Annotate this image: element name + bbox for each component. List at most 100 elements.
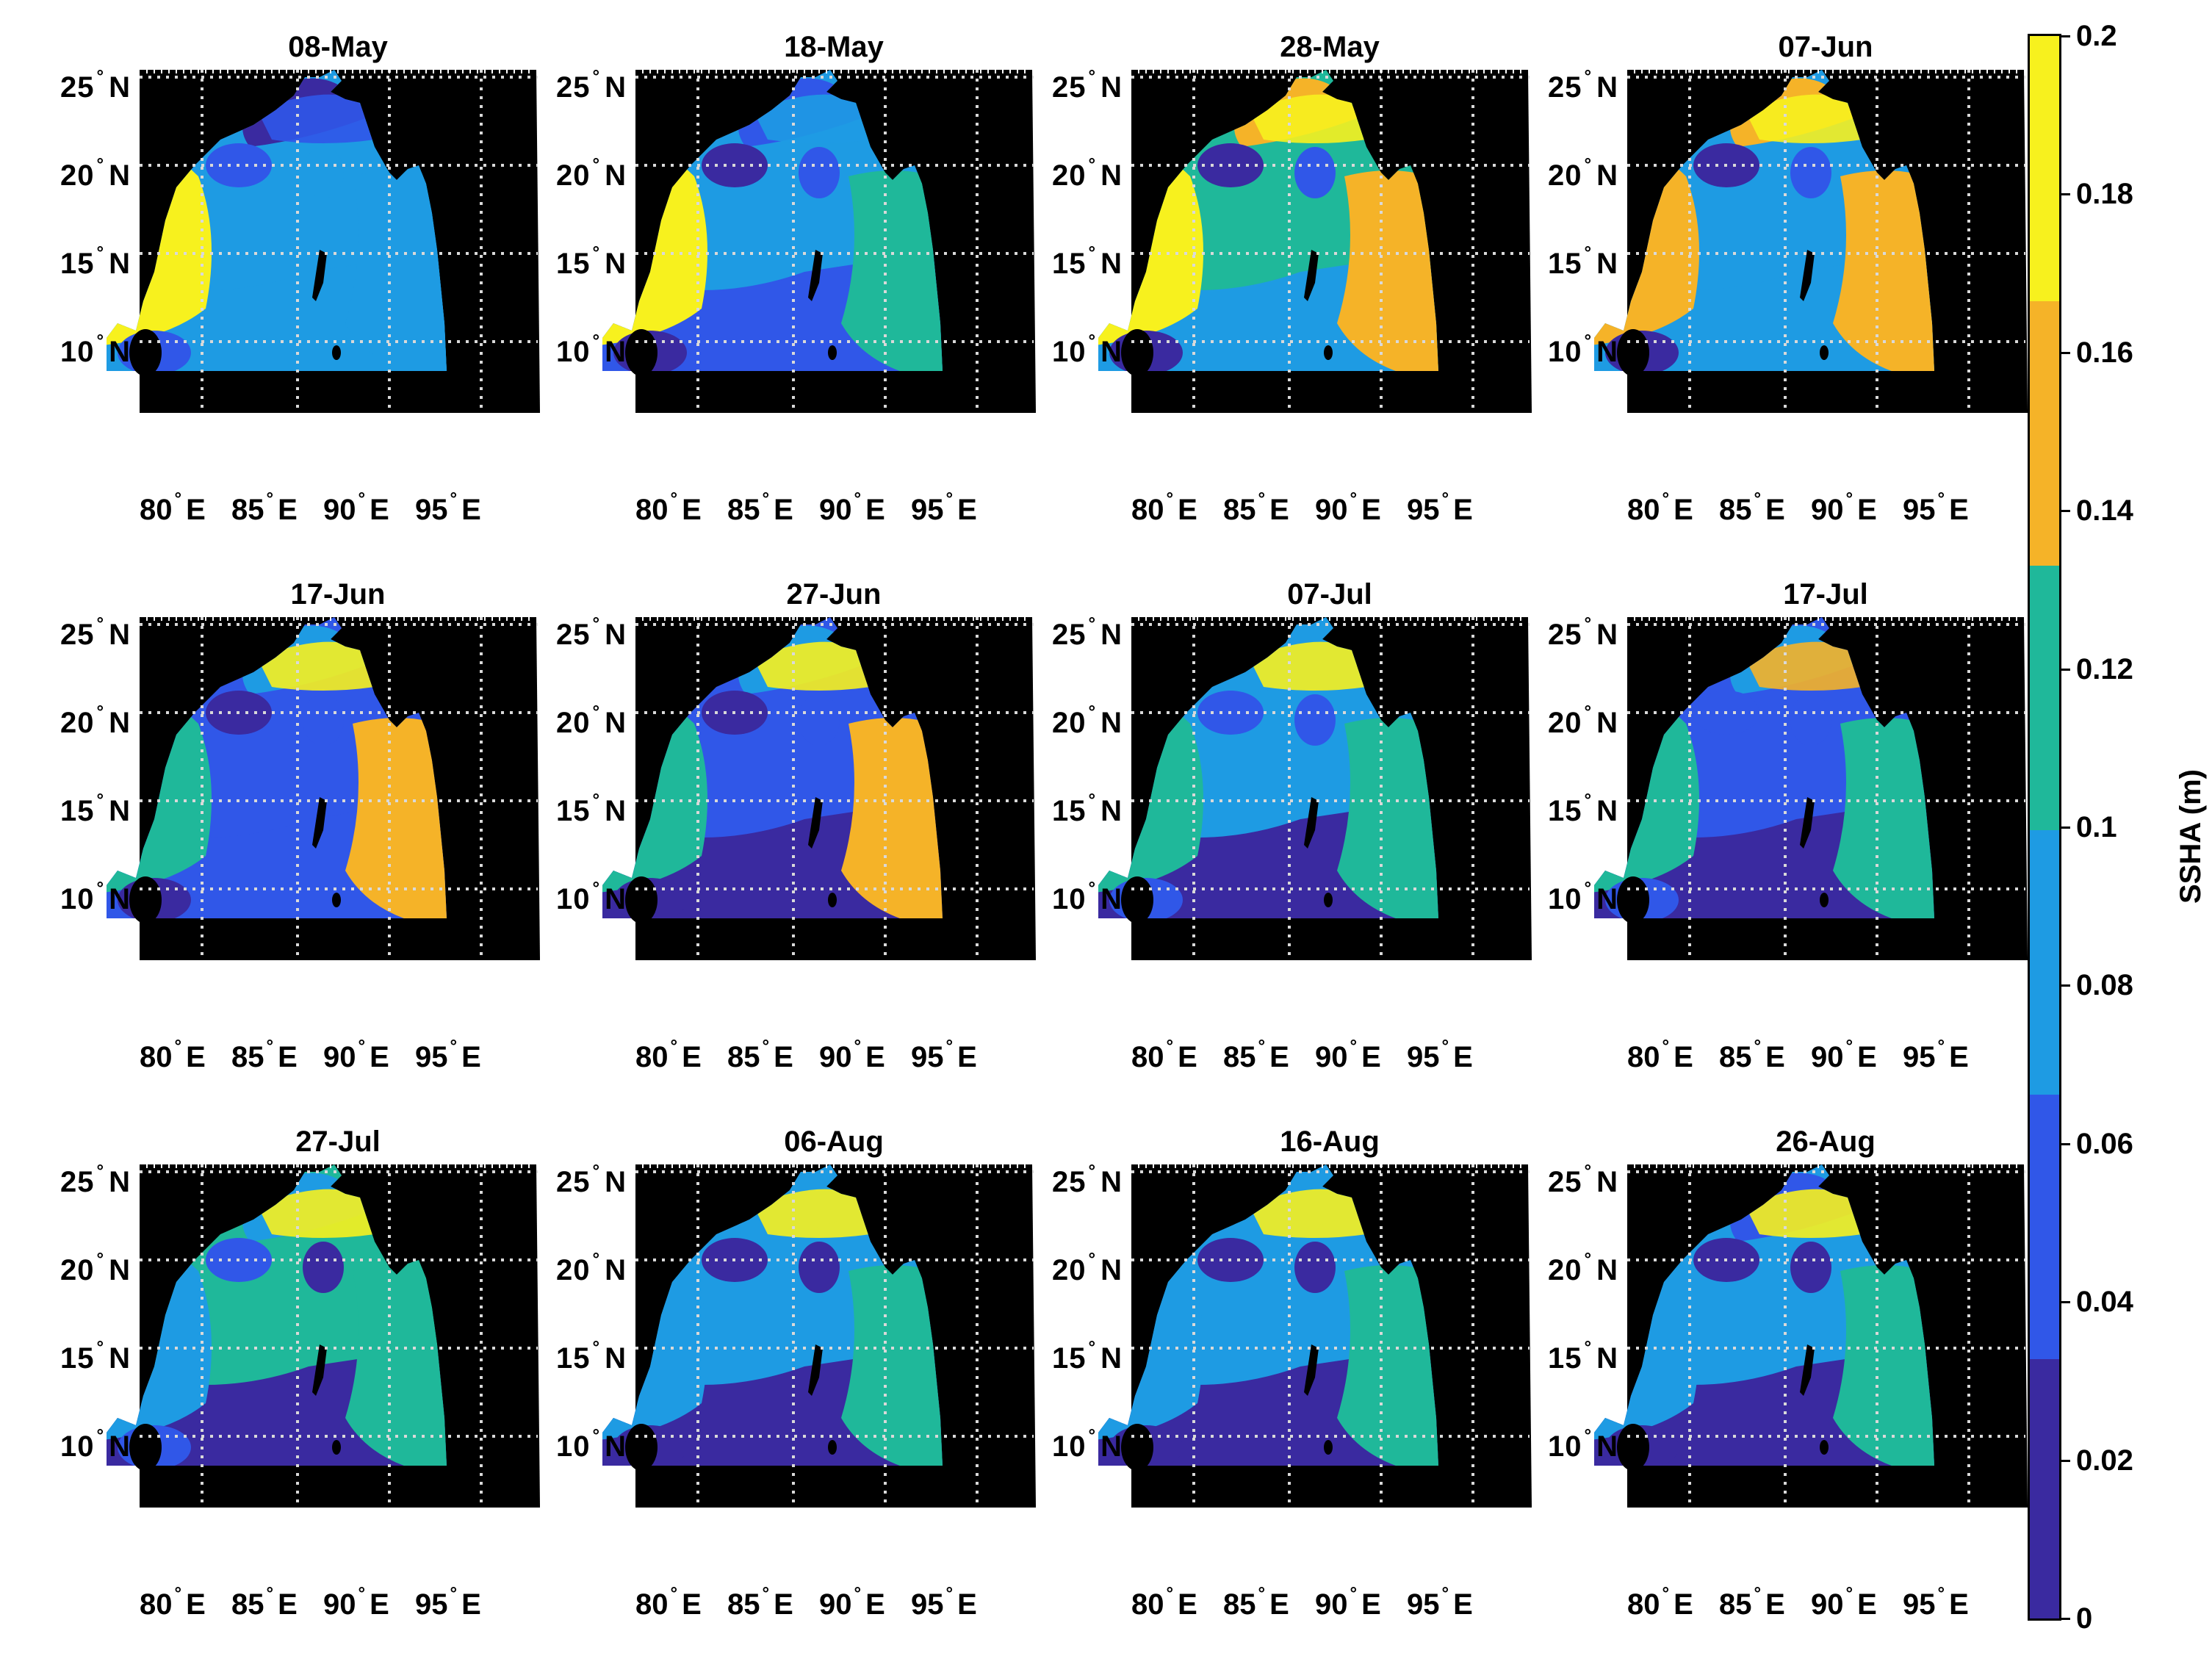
lon-axis-labels: 80 ° E 85 ° E 90 ° E 95 ° E [1021,481,1528,526]
lon-tick-label: 80 ° E [635,489,702,526]
lat-tick-label: 15 ° N [1548,243,1618,280]
colorbar-tick-label: 0.2 [2076,20,2117,52]
lon-tick-label: 95 ° E [1903,1037,1969,1073]
panel-title: 18-May [784,31,884,63]
lat-tick-label: 15 ° N [556,791,627,827]
lat-tick-label: 25 ° N [556,614,627,651]
lat-tick-label: 20 ° N [60,155,131,192]
lat-tick-label: 10 ° N [1548,879,1618,915]
lon-tick-label: 95 ° E [415,1037,481,1073]
lat-tick-label: 10 ° N [1052,879,1123,915]
ssha-map [1098,70,1532,413]
lon-tick-label: 80 ° E [1131,1584,1197,1621]
colorbar: 0.2 0.18 0.16 0.14 0.12 0.1 0.08 0.06 0.04 0.02 0 [2028,20,2204,1635]
lon-tick-label: 90 ° E [323,1584,389,1621]
lon-axis-labels: 80 ° E 85 ° E 90 ° E 95 ° E [29,481,536,526]
lon-tick-label: 95 ° E [1903,489,1969,526]
lon-tick-label: 80 ° E [1627,1584,1693,1621]
panel-title: 17-Jun [290,578,386,611]
ssha-map [1098,617,1532,960]
colorbar-tick-label: 0.1 [2076,811,2117,843]
graticule [140,70,538,411]
panel-title: 17-Jul [1783,578,1868,611]
ssha-map [107,1164,540,1508]
lon-tick-label: 95 ° E [415,1584,481,1621]
lat-tick-label: 15 ° N [1548,791,1618,827]
lon-tick-label: 90 ° E [1315,489,1381,526]
colorbar-tick [2061,35,2070,37]
colorbar-tick [2061,351,2070,354]
lon-tick-label: 80 ° E [140,489,206,526]
panel-title: 28-May [1280,31,1380,63]
lon-axis-labels: 80 ° E 85 ° E 90 ° E 95 ° E [1517,481,2024,526]
lon-tick-label: 85 ° E [1719,1584,1785,1621]
colorbar-scale [2028,34,2061,1621]
lon-tick-label: 90 ° E [819,1037,885,1073]
colorbar-tick-label: 0.04 [2076,1286,2133,1319]
colorbar-tick-label: 0.06 [2076,1127,2133,1160]
lat-tick-label: 20 ° N [1052,702,1123,739]
lon-axis-labels: 80 ° E 85 ° E 90 ° E 95 ° E [29,1029,536,1073]
lon-tick-label: 80 ° E [1627,1037,1693,1073]
graticule [635,617,1034,959]
lat-tick-label: 15 ° N [60,791,131,827]
lon-tick-label: 90 ° E [819,1584,885,1621]
lon-tick-label: 95 ° E [1407,1037,1473,1073]
lat-tick-label: 20 ° N [60,1250,131,1286]
colorbar-tick-label: 0.12 [2076,652,2133,685]
colorbar-tick-label: 0.18 [2076,178,2133,211]
colorbar-tick-label: 0.02 [2076,1444,2133,1477]
lon-tick-label: 80 ° E [635,1037,702,1073]
lat-tick-label: 20 ° N [1052,155,1123,192]
lon-tick-label: 80 ° E [1131,489,1197,526]
lon-axis-labels: 80 ° E 85 ° E 90 ° E 95 ° E [525,1029,1032,1073]
graticule [1131,70,1530,411]
ssha-field [1098,1164,1438,1466]
lon-tick-label: 85 ° E [231,1037,298,1073]
lat-tick-label: 10 ° N [1052,331,1123,368]
colorbar-tick [2061,984,2070,987]
colorbar-tick-label: 0.14 [2076,494,2133,527]
lon-tick-label: 90 ° E [1811,489,1877,526]
lat-tick-label: 25 ° N [556,67,627,104]
colorbar-tick [2061,1459,2070,1462]
lon-tick-label: 85 ° E [727,1037,793,1073]
lat-tick-label: 25 ° N [1052,1162,1123,1198]
lon-tick-label: 80 ° E [1131,1037,1197,1073]
ssha-map [602,70,1036,413]
lon-tick-label: 85 ° E [231,489,298,526]
lat-tick-label: 20 ° N [556,702,627,739]
lon-tick-label: 85 ° E [1719,489,1785,526]
lat-tick-label: 15 ° N [1548,1338,1618,1375]
map-panel: 07-Jun 25 ° N 20 ° N 15 ° N 10 ° N 80 ° E 85 ° E 90 ° E 95 ° E [1517,29,2028,558]
panel-title: 27-Jul [295,1126,381,1158]
map-panel: 08-May 25 ° N 20 ° N 15 ° N 10 ° N 80 ° E 85 ° E 90 ° E 95 ° E [29,29,540,558]
lon-tick-label: 85 ° E [1223,1037,1289,1073]
map-panel: 18-May 25 ° N 20 ° N 15 ° N 10 ° N 80 ° E 85 ° E 90 ° E 95 ° E [525,29,1036,558]
graticule [635,1164,1034,1506]
lat-tick-label: 25 ° N [1052,67,1123,104]
lat-tick-label: 10 ° N [60,1426,131,1463]
lon-tick-label: 95 ° E [415,489,481,526]
map-panel: 16-Aug 25 ° N 20 ° N 15 ° N 10 ° N 80 ° E 85 ° E 90 ° E 95 ° E [1021,1124,1532,1653]
lon-axis-labels: 80 ° E 85 ° E 90 ° E 95 ° E [1021,1029,1528,1073]
lat-tick-label: 15 ° N [60,243,131,280]
lat-tick-label: 15 ° N [1052,1338,1123,1375]
ssha-map [602,617,1036,960]
graticule [1627,1164,2025,1506]
lon-tick-label: 80 ° E [140,1584,206,1621]
ssha-map [1594,70,2028,413]
ssha-map [602,1164,1036,1508]
map-panel: 06-Aug 25 ° N 20 ° N 15 ° N 10 ° N 80 ° E 85 ° E 90 ° E 95 ° E [525,1124,1036,1653]
graticule [1627,617,2025,959]
graticule [140,617,538,959]
lon-tick-label: 90 ° E [819,489,885,526]
lon-tick-label: 85 ° E [231,1584,298,1621]
ssha-map [1594,617,2028,960]
lat-tick-label: 10 ° N [556,1426,627,1463]
lat-tick-label: 10 ° N [60,331,131,368]
lon-axis-labels: 80 ° E 85 ° E 90 ° E 95 ° E [29,1576,536,1621]
lat-tick-label: 25 ° N [60,614,131,651]
lat-tick-label: 25 ° N [1548,614,1618,651]
lat-tick-label: 25 ° N [1052,614,1123,651]
